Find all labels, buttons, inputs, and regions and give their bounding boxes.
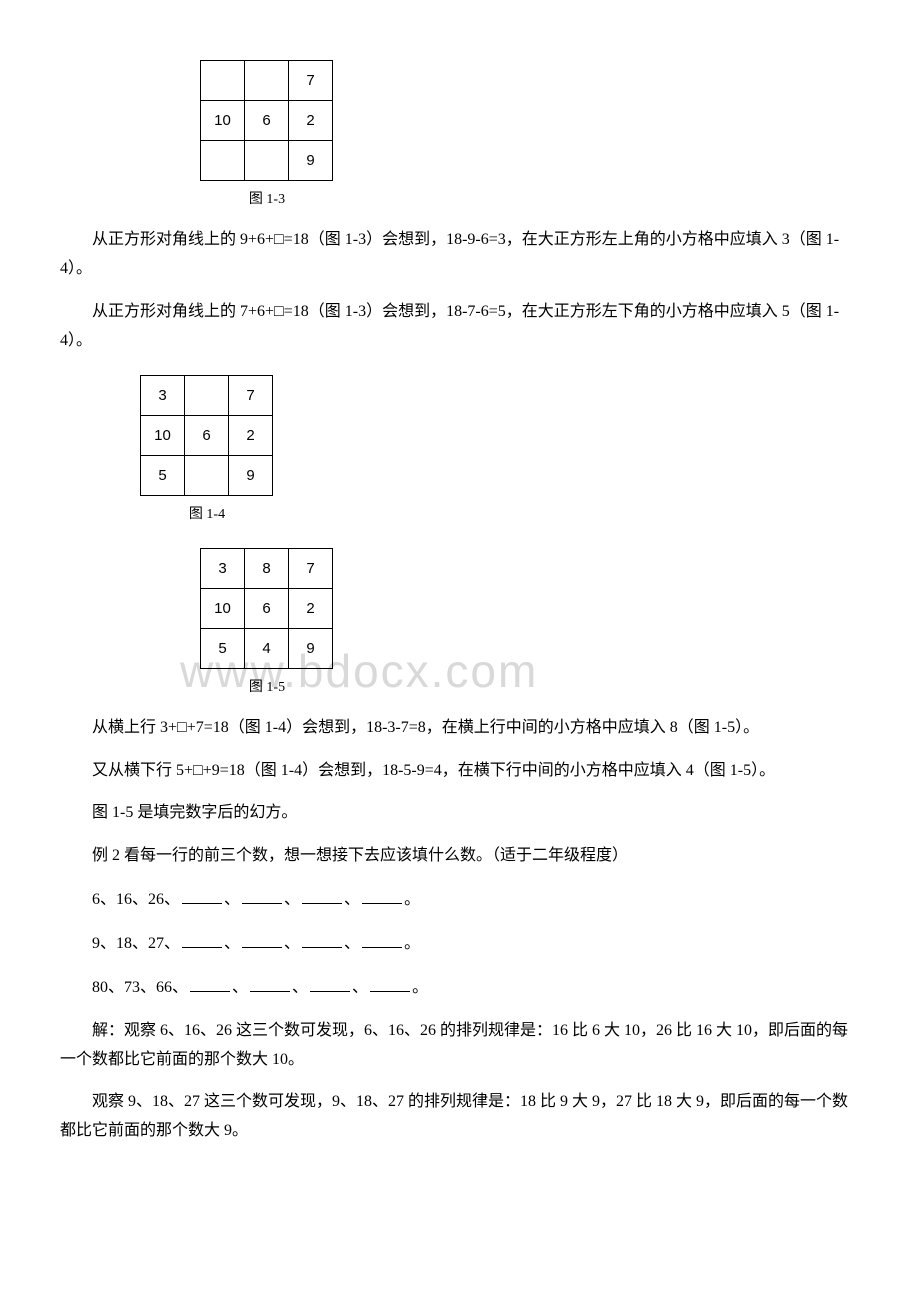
grid-cell: 5	[141, 456, 185, 496]
grid-cell	[201, 141, 245, 181]
figure-1-5: 3 8 7 10 6 2 5 4 9 图 1-5	[200, 548, 860, 700]
figure-1-3: 7 10 6 2 9 图 1-3	[200, 60, 860, 212]
grid-1-5: 3 8 7 10 6 2 5 4 9	[200, 548, 333, 669]
grid-cell: 7	[289, 61, 333, 101]
sequence-line-3: 80、73、66、、、、。	[60, 973, 860, 1003]
sequence-prefix: 80、73、66、	[92, 979, 188, 996]
fill-blank	[182, 885, 222, 904]
grid-cell: 9	[229, 456, 273, 496]
grid-cell: 9	[289, 628, 333, 668]
fill-blank	[242, 929, 282, 948]
fill-blank	[182, 929, 222, 948]
fill-blank	[250, 973, 290, 992]
sequence-prefix: 6、16、26、	[92, 891, 180, 908]
grid-cell: 6	[245, 588, 289, 628]
grid-cell	[201, 61, 245, 101]
fill-blank	[190, 973, 230, 992]
sequence-line-1: 6、16、26、、、、。	[60, 885, 860, 915]
grid-cell	[185, 376, 229, 416]
fill-blank	[362, 885, 402, 904]
grid-cell: 7	[289, 548, 333, 588]
paragraph: 又从横下行 5+□+9=18（图 1-4）会想到，18-5-9=4，在横下行中间…	[60, 757, 860, 786]
paragraph: 观察 9、18、27 这三个数可发现，9、18、27 的排列规律是：18 比 9…	[60, 1088, 860, 1146]
grid-cell: 2	[229, 416, 273, 456]
grid-cell: 6	[245, 101, 289, 141]
fill-blank	[362, 929, 402, 948]
sequence-line-2: 9、18、27、、、、。	[60, 929, 860, 959]
paragraph: 解：观察 6、16、26 这三个数可发现，6、16、26 的排列规律是：16 比…	[60, 1017, 860, 1075]
grid-cell: 3	[141, 376, 185, 416]
grid-cell: 2	[289, 101, 333, 141]
grid-cell: 6	[185, 416, 229, 456]
grid-cell: 3	[201, 548, 245, 588]
fill-blank	[242, 885, 282, 904]
fill-blank	[302, 929, 342, 948]
paragraph: 从正方形对角线上的 7+6+□=18（图 1-3）会想到，18-7-6=5，在大…	[60, 298, 860, 356]
grid-cell	[185, 456, 229, 496]
figure-caption: 图 1-3	[200, 187, 334, 212]
grid-cell: 10	[201, 588, 245, 628]
sequence-prefix: 9、18、27、	[92, 935, 180, 952]
fill-blank	[310, 973, 350, 992]
paragraph: 从横上行 3+□+7=18（图 1-4）会想到，18-3-7=8，在横上行中间的…	[60, 714, 860, 743]
grid-cell: 10	[141, 416, 185, 456]
page-content: 7 10 6 2 9 图 1-3 从正方形对角线上的 9+6+□=18（图 1-…	[60, 60, 860, 1146]
grid-1-3: 7 10 6 2 9	[200, 60, 333, 181]
paragraph: 从正方形对角线上的 9+6+□=18（图 1-3）会想到，18-9-6=3，在大…	[60, 226, 860, 284]
grid-cell: 5	[201, 628, 245, 668]
fill-blank	[302, 885, 342, 904]
grid-cell	[245, 61, 289, 101]
fill-blank	[370, 973, 410, 992]
grid-cell: 7	[229, 376, 273, 416]
grid-1-4: 3 7 10 6 2 5 9	[140, 375, 273, 496]
grid-cell: 4	[245, 628, 289, 668]
grid-cell: 8	[245, 548, 289, 588]
figure-caption: 图 1-4	[140, 502, 274, 527]
grid-cell: 2	[289, 588, 333, 628]
paragraph: 例 2 看每一行的前三个数，想一想接下去应该填什么数。（适于二年级程度）	[60, 842, 860, 871]
grid-cell: 10	[201, 101, 245, 141]
figure-1-4: 3 7 10 6 2 5 9 图 1-4	[140, 375, 860, 527]
grid-cell: 9	[289, 141, 333, 181]
figure-caption: 图 1-5	[200, 675, 334, 700]
paragraph: 图 1-5 是填完数字后的幻方。	[60, 799, 860, 828]
grid-cell	[245, 141, 289, 181]
